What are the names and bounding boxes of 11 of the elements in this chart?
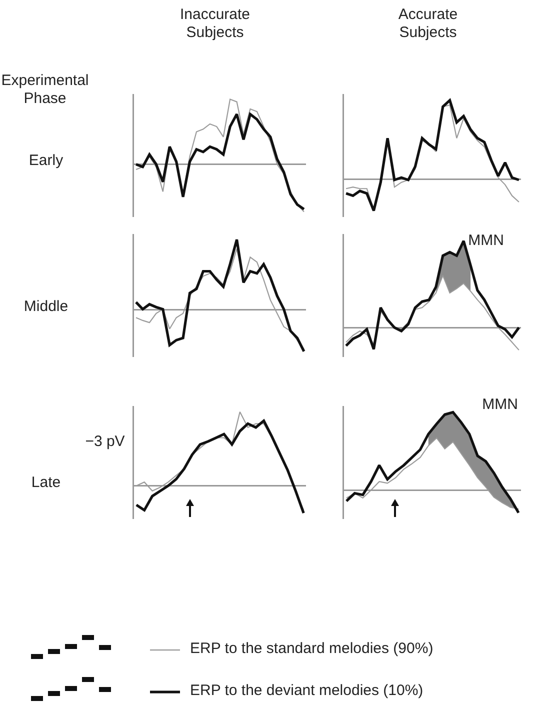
text: Experimental Phase <box>0 72 90 108</box>
text: −3 pV <box>84 433 126 451</box>
annotation: MMN <box>467 232 505 250</box>
chart-title: Inaccurate Subjects <box>178 6 252 42</box>
y-axis-title: Late <box>30 474 62 492</box>
legend-label: ERP to the deviant melodies (10%) <box>190 682 424 700</box>
annotation: MMN <box>481 396 519 414</box>
y-axis-title: Early <box>28 152 64 170</box>
chart-title: Accurate Subjects <box>397 6 459 42</box>
legend-label: ERP to the standard melodies (90%) <box>190 640 434 658</box>
y-axis-title: Middle <box>22 298 70 316</box>
